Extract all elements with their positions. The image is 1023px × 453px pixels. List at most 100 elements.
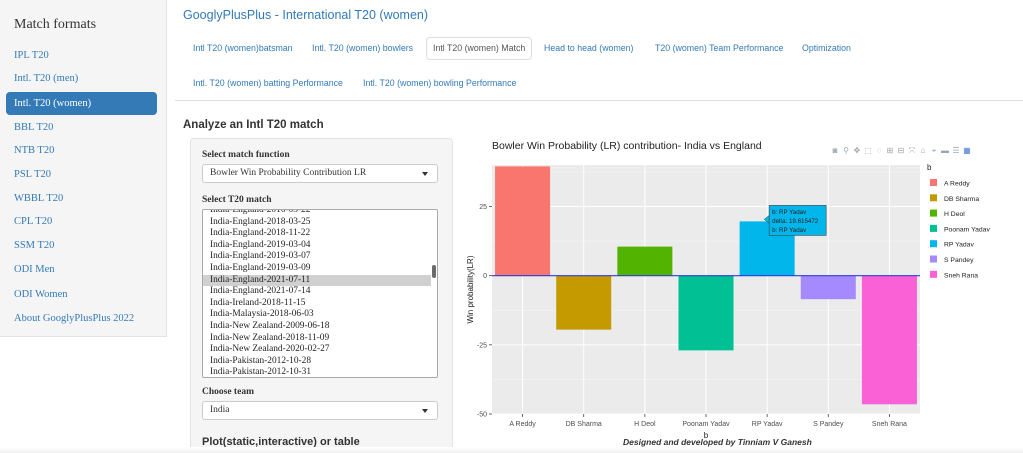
match-option[interactable]: India-England-2019-03-09 bbox=[210, 262, 311, 273]
legend-swatch bbox=[930, 179, 937, 186]
bar-a-reddy bbox=[495, 166, 551, 276]
sidebar-item-ssm-t20[interactable]: SSM T20 bbox=[14, 240, 55, 251]
footer-shadow bbox=[0, 447, 1023, 453]
match-option[interactable]: India-New Zealand-2020-02-27 bbox=[210, 344, 330, 355]
sidebar-item-odi-men[interactable]: ODI Men bbox=[14, 264, 55, 275]
x-axis-label: b bbox=[704, 431, 709, 440]
match-option[interactable]: India-England-2021-07-14 bbox=[210, 286, 311, 297]
legend-swatch bbox=[930, 224, 937, 232]
legend-label: RP Yadav bbox=[944, 242, 974, 249]
match-option[interactable]: India-Ireland-2018-11-15 bbox=[210, 297, 306, 308]
zoom-in-icon[interactable]: ⊞ bbox=[886, 146, 894, 155]
y-tick-label: -50 bbox=[477, 412, 487, 419]
tab-intl-t20-women-batting-performance[interactable]: Intl. T20 (women) batting Performance bbox=[193, 78, 343, 88]
hover-compare-icon[interactable]: ☰ bbox=[952, 146, 960, 155]
chart-title: Bowler Win Probability (LR) contribution… bbox=[492, 140, 762, 152]
match-option[interactable]: India-New Zealand-2009-06-18 bbox=[210, 320, 330, 331]
x-tick-label: S Pandey bbox=[813, 421, 844, 428]
function-select-value: Bowler Win Probability Contribution LR bbox=[210, 168, 367, 178]
match-option[interactable]: India-England-2018-11-22 bbox=[210, 228, 311, 239]
hover-closest-icon[interactable]: ▬ bbox=[941, 146, 949, 155]
sidebar: Match formats IPL T20 Intl. T20 (men) Intl… bbox=[0, 0, 167, 337]
match-option[interactable]: India-Malaysia-2018-06-03 bbox=[210, 309, 314, 320]
team-select[interactable]: India bbox=[202, 401, 438, 420]
tab-head-to-head-women[interactable]: Head to head (women) bbox=[544, 43, 634, 53]
tab-intl-t20-women-batsman[interactable]: Intl T20 (women)batsman bbox=[193, 43, 293, 53]
pan-icon[interactable]: ✥ bbox=[853, 146, 861, 155]
tab-divider bbox=[175, 100, 1023, 101]
legend-swatch bbox=[930, 194, 937, 202]
plot-type-heading: Plot(static,interactive) or table bbox=[202, 436, 360, 448]
legend-swatch bbox=[930, 240, 937, 248]
zoom-icon[interactable]: ⚲ bbox=[843, 146, 849, 155]
sidebar-item-ntb-t20[interactable]: NTB T20 bbox=[14, 145, 55, 156]
tab-intl-t20-women-bowlers[interactable]: Intl. T20 (women) bowlers bbox=[312, 43, 414, 53]
x-tick-label: A Reddy bbox=[509, 421, 536, 428]
camera-icon[interactable]: ◙ bbox=[832, 146, 838, 155]
y-tick-label: -25 bbox=[477, 342, 487, 349]
team-label: Choose team bbox=[202, 387, 254, 397]
section-title: Analyze an Intl T20 match bbox=[183, 119, 324, 131]
credit-text: Designed and developed by Tinniam V Gane… bbox=[623, 437, 812, 447]
sidebar-item-intl-t20-women[interactable]: Intl. T20 (women) bbox=[6, 92, 157, 115]
app-title: GooglyPlusPlus - International T20 (wome… bbox=[183, 8, 429, 22]
x-tick-label: Poonam Yadav bbox=[682, 421, 730, 428]
legend-label: Poonam Yadav bbox=[944, 226, 990, 233]
match-option[interactable]: India-England-2016-03-22 bbox=[210, 209, 311, 215]
hover-tooltip bbox=[768, 205, 827, 236]
match-option[interactable]: India-England-2019-03-07 bbox=[210, 251, 311, 262]
legend-label: H Deol bbox=[944, 211, 965, 218]
lasso-icon[interactable]: ◌ bbox=[876, 146, 882, 155]
sidebar-item-odi-women[interactable]: ODI Women bbox=[14, 289, 68, 300]
match-option[interactable]: India-Pakistan-2012-10-31 bbox=[210, 367, 312, 378]
plotly-logo-icon[interactable]: ▦ bbox=[963, 146, 971, 155]
bar-poonam-yadav bbox=[678, 275, 734, 351]
chart-modebar: ◙ ⚲ ✥ ⬚ ◌ ⊞ ⊟ ⤧ ⌂ ⌖ ▬ ☰ ▦ bbox=[828, 140, 971, 155]
tab-optimization[interactable]: Optimization bbox=[802, 43, 851, 53]
sidebar-item-psl-t20[interactable]: PSL T20 bbox=[14, 169, 52, 180]
bar-h-deol bbox=[617, 246, 673, 276]
win-probability-chart: 25 0 -25 -50 A Reddy DB Sharma H Deol Poonam Ya… bbox=[466, 140, 990, 440]
bar-db-sharma bbox=[556, 275, 612, 330]
sidebar-item-about-googlyplusplus-2022[interactable]: About GooglyPlusPlus 2022 bbox=[14, 313, 135, 324]
function-select[interactable]: Bowler Win Probability Contribution LR bbox=[202, 164, 438, 183]
match-option[interactable]: India-England-2018-03-25 bbox=[210, 216, 311, 227]
sidebar-item-intl-t20-men[interactable]: Intl. T20 (men) bbox=[14, 73, 79, 84]
x-tick-label: RP Yadav bbox=[752, 421, 783, 428]
legend-label: S Pandey bbox=[944, 257, 974, 264]
x-tick-label: DB Sharma bbox=[566, 421, 602, 428]
box-select-icon[interactable]: ⬚ bbox=[864, 146, 872, 155]
tooltip-line: delta: 19.615472 bbox=[772, 218, 819, 225]
chevron-down-icon bbox=[422, 409, 428, 413]
autoscale-icon[interactable]: ⤧ bbox=[908, 146, 916, 155]
spike-icon[interactable]: ⌖ bbox=[931, 146, 937, 155]
bar-sneh-rana bbox=[861, 275, 917, 405]
legend-swatch bbox=[930, 209, 937, 217]
sidebar-item-ipl-t20[interactable]: IPL T20 bbox=[14, 50, 49, 61]
chevron-down-icon bbox=[422, 172, 428, 176]
match-label: Select T20 match bbox=[202, 195, 272, 205]
match-option[interactable]: India-England-2021-07-11 bbox=[203, 274, 431, 287]
reset-icon[interactable]: ⌂ bbox=[920, 146, 926, 155]
legend-label: Sneh Rana bbox=[944, 272, 978, 279]
listbox-scrollbar[interactable] bbox=[432, 265, 436, 278]
team-select-value: India bbox=[210, 405, 230, 415]
y-axis-label: Win probability(LR) bbox=[466, 255, 475, 323]
bar-s-pandey bbox=[800, 275, 856, 300]
legend-swatch bbox=[930, 270, 937, 278]
legend-title: b bbox=[927, 163, 932, 172]
match-listbox[interactable]: India-England-2016-03-22 India-England-20… bbox=[202, 209, 438, 378]
sidebar-item-wbbl-t20[interactable]: WBBL T20 bbox=[14, 193, 64, 204]
y-tick-label: 25 bbox=[479, 204, 487, 211]
control-panel: Select match function Bowler Win Probabi… bbox=[190, 138, 453, 453]
zoom-out-icon[interactable]: ⊟ bbox=[897, 146, 905, 155]
match-option[interactable]: India-England-2019-03-04 bbox=[210, 239, 311, 250]
match-option[interactable]: India-Pakistan-2012-10-28 bbox=[210, 355, 312, 366]
sidebar-item-cpl-t20[interactable]: CPL T20 bbox=[14, 216, 53, 227]
tab-intl-t20-women-match[interactable]: Intl T20 (women) Match bbox=[426, 37, 533, 60]
sidebar-item-bbl-t20[interactable]: BBL T20 bbox=[14, 122, 54, 133]
sidebar-title: Match formats bbox=[14, 17, 97, 32]
match-option[interactable]: India-New Zealand-2018-11-09 bbox=[210, 332, 330, 343]
tab-intl-t20-women-bowling-performance[interactable]: Intl. T20 (women) bowling Performance bbox=[363, 78, 517, 88]
tab-t20-women-team-performance[interactable]: T20 (women) Team Performance bbox=[655, 43, 784, 53]
